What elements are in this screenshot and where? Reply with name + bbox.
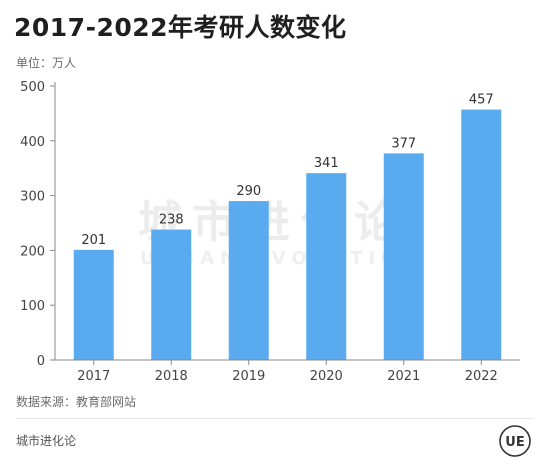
- bar-chart: 0 100 200 300 400 500 201 2017 238 2018 290 2019 341…: [20, 80, 520, 384]
- y-tick-label: 300: [20, 190, 45, 205]
- bar: [461, 109, 502, 360]
- data-label: 377: [391, 136, 416, 151]
- bar: [73, 249, 114, 360]
- data-label: 238: [159, 213, 184, 228]
- x-tick-label: 2021: [387, 369, 420, 384]
- svg-text:UE: UE: [505, 435, 524, 450]
- data-label: 457: [469, 93, 494, 108]
- x-tick-label: 2018: [155, 369, 188, 384]
- data-label: 201: [81, 233, 106, 248]
- data-label: 341: [314, 156, 339, 171]
- x-tick-label: 2017: [77, 369, 110, 384]
- y-tick-label: 400: [20, 135, 45, 150]
- brand-name: 城市进化论: [16, 434, 77, 448]
- unit-label: 单位：万人: [16, 56, 77, 70]
- bar: [151, 229, 192, 360]
- bar: [228, 201, 269, 360]
- bar: [306, 173, 347, 360]
- divider: [16, 418, 534, 419]
- source-label: 数据来源：教育部网站: [16, 395, 137, 409]
- x-tick-label: 2020: [310, 369, 343, 384]
- y-tick-label: 500: [20, 80, 45, 95]
- y-tick-label: 100: [20, 299, 45, 314]
- chart-title: 2017-2022年考研人数变化: [14, 13, 347, 42]
- y-tick-label: 200: [20, 244, 45, 259]
- ue-logo-icon: UE: [499, 425, 531, 457]
- x-tick-label: 2019: [232, 369, 265, 384]
- bar: [383, 153, 424, 360]
- data-label: 290: [236, 184, 261, 199]
- y-tick-label: 0: [37, 354, 45, 369]
- x-tick-label: 2022: [465, 369, 498, 384]
